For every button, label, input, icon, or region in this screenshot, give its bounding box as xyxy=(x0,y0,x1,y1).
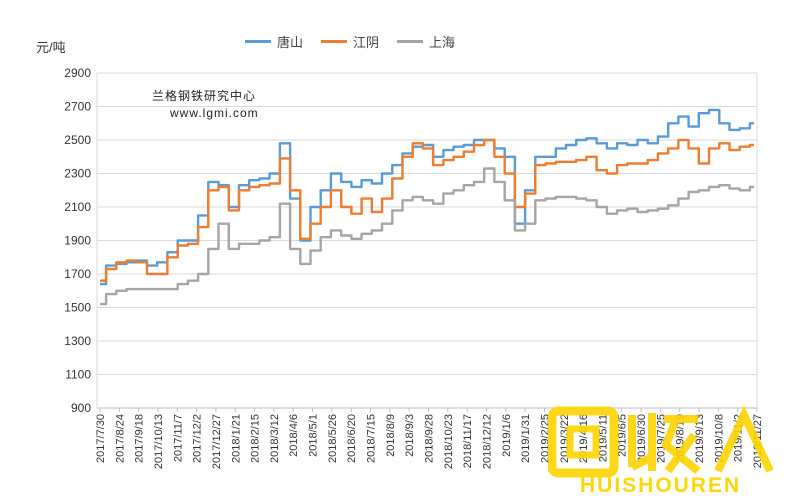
y-tick-label: 1300 xyxy=(64,334,91,348)
y-axis-unit-label: 元/吨 xyxy=(36,40,66,55)
y-tick-label: 2300 xyxy=(64,167,91,181)
x-tick-label: 2019/1/31 xyxy=(520,414,532,463)
y-tick-label: 2700 xyxy=(64,100,91,114)
x-tick-label: 2017/12/2 xyxy=(192,414,204,463)
x-tick-label: 2019/9/13 xyxy=(694,414,706,463)
x-tick-label: 2018/12/12 xyxy=(481,414,493,469)
chart-legend: 唐山 江阴 上海 xyxy=(245,32,455,51)
x-tick-label: 2018/10/23 xyxy=(443,414,455,469)
legend-swatch-tangshan xyxy=(245,40,271,43)
source-url: www.lgmi.com xyxy=(170,106,259,120)
x-tick-label: 2019/1/6 xyxy=(501,414,513,457)
series-line-tangshan xyxy=(100,108,754,286)
x-tick-label: 2018/9/3 xyxy=(404,414,416,457)
huishouren-logo-watermark xyxy=(548,405,774,478)
source-annotation: 兰格钢铁研究中心 www.lgmi.com xyxy=(152,88,259,122)
y-tick-label: 2100 xyxy=(64,200,91,214)
x-tick-label: 2017/8/24 xyxy=(114,414,126,463)
x-tick-label: 2019/7/25 xyxy=(655,414,667,463)
x-tick-label: 2018/11/17 xyxy=(462,414,474,468)
x-tick-label: 2018/4/6 xyxy=(288,414,300,457)
huishouren-brand-text: HUISHOUREN xyxy=(580,474,742,497)
x-tick-label: 2018/1/21 xyxy=(230,414,242,463)
legend-item-jiangyin: 江阴 xyxy=(321,32,379,51)
y-tick-label: 1100 xyxy=(65,368,91,382)
x-tick-label: 2017/11/7 xyxy=(172,414,184,462)
x-tick-label: 2017/10/13 xyxy=(153,414,165,469)
legend-item-shanghai: 上海 xyxy=(397,32,455,51)
x-tick-label: 2019/5/11 xyxy=(597,414,609,462)
y-tick-label: 2500 xyxy=(64,133,91,147)
y-tick-label: 1500 xyxy=(64,301,91,315)
series-line-jiangyin xyxy=(100,138,754,282)
source-name: 兰格钢铁研究中心 xyxy=(152,89,257,103)
x-tick-label: 2018/6/20 xyxy=(346,414,358,463)
legend-item-tangshan: 唐山 xyxy=(245,32,303,51)
x-tick-label: 2018/9/28 xyxy=(424,414,436,463)
legend-label-shanghai: 上海 xyxy=(429,35,456,50)
x-tick-label: 2019/6/5 xyxy=(617,414,629,457)
legend-swatch-shanghai xyxy=(397,40,424,43)
x-tick-label: 2018/8/9 xyxy=(385,414,397,457)
x-tick-label: 2018/7/15 xyxy=(366,414,378,463)
x-tick-label: 2018/2/15 xyxy=(250,414,262,463)
series-line-shanghai xyxy=(100,167,754,306)
x-tick-label: 2018/3/12 xyxy=(269,414,281,463)
y-tick-label: 900 xyxy=(71,401,91,415)
x-tick-label: 2017/12/27 xyxy=(211,414,223,469)
x-tick-label: 2019/10/8 xyxy=(713,414,725,463)
y-tick-label: 1700 xyxy=(64,267,91,281)
legend-label-jiangyin: 江阴 xyxy=(353,35,380,50)
x-tick-label: 2018/5/1 xyxy=(308,414,320,457)
legend-label-tangshan: 唐山 xyxy=(277,35,304,50)
y-tick-label: 2900 xyxy=(64,66,91,80)
x-tick-label: 2017/9/18 xyxy=(134,414,146,463)
x-tick-label: 2019/6/30 xyxy=(636,414,648,463)
y-tick-label: 1900 xyxy=(64,234,91,248)
legend-swatch-jiangyin xyxy=(321,40,348,43)
x-tick-label: 2017/7/30 xyxy=(95,414,107,463)
x-tick-label: 2018/5/26 xyxy=(327,414,339,463)
